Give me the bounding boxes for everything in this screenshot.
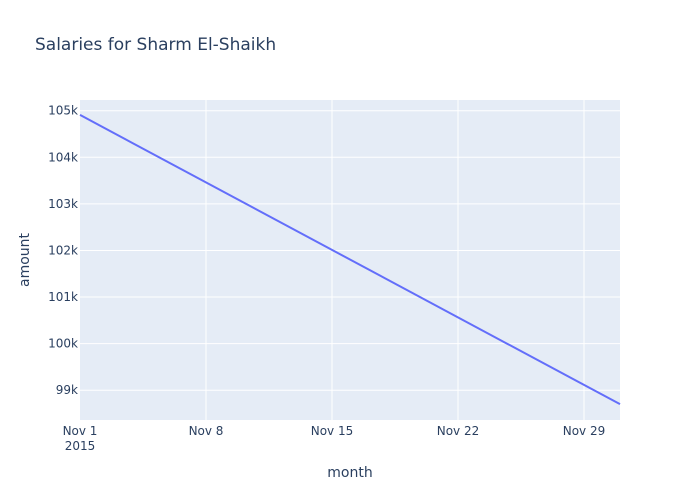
y-axis-title: amount <box>17 232 33 287</box>
y-tick-label: 104k <box>48 150 78 164</box>
y-tick-label: 100k <box>48 337 78 351</box>
x-tick-label: Nov 29 <box>563 424 606 438</box>
y-tick-label: 102k <box>48 243 78 257</box>
y-axis-ticks: 99k 100k 101k 102k 103k 104k 105k <box>48 104 78 397</box>
y-tick-label: 99k <box>56 383 78 397</box>
gridlines <box>80 100 620 420</box>
chart-title: Salaries for Sharm El-Shaikh <box>35 35 276 55</box>
x-tick-year-label: 2015 <box>65 439 96 453</box>
series-line <box>79 114 621 406</box>
x-tick-label: Nov 22 <box>437 424 480 438</box>
x-tick-label: Nov 15 <box>311 424 354 438</box>
y-tick-label: 105k <box>48 104 78 118</box>
x-tick-label: Nov 1 <box>63 424 98 438</box>
x-axis-title: month <box>327 465 372 481</box>
series-layer <box>79 114 621 406</box>
x-tick-label: Nov 8 <box>189 424 224 438</box>
y-tick-label: 103k <box>48 197 78 211</box>
y-tick-label: 101k <box>48 290 78 304</box>
